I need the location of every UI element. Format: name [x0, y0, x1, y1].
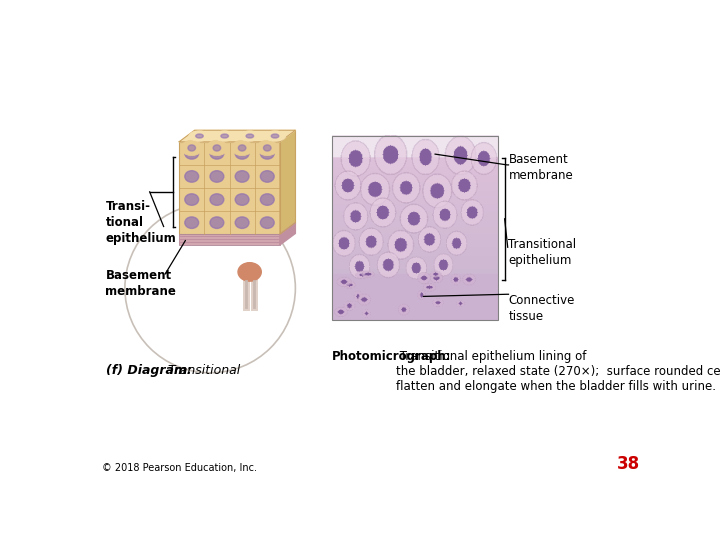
Text: Transitional
epithelium: Transitional epithelium	[508, 238, 577, 267]
Ellipse shape	[214, 131, 235, 141]
Ellipse shape	[261, 147, 274, 159]
Ellipse shape	[264, 145, 271, 151]
Ellipse shape	[235, 194, 249, 205]
FancyBboxPatch shape	[179, 142, 280, 234]
Ellipse shape	[235, 171, 249, 182]
Ellipse shape	[261, 171, 274, 182]
Ellipse shape	[231, 140, 253, 156]
Ellipse shape	[264, 131, 286, 141]
Ellipse shape	[271, 134, 279, 138]
Polygon shape	[280, 222, 295, 245]
Ellipse shape	[246, 134, 253, 138]
Text: Photomicrograph:: Photomicrograph:	[332, 350, 451, 363]
Polygon shape	[179, 130, 295, 142]
Text: Basement
membrane: Basement membrane	[508, 153, 573, 183]
Ellipse shape	[235, 217, 249, 228]
Ellipse shape	[235, 147, 249, 159]
Ellipse shape	[261, 194, 274, 205]
Ellipse shape	[261, 217, 274, 228]
Ellipse shape	[210, 171, 224, 182]
Text: Connective
tissue: Connective tissue	[508, 294, 575, 323]
Text: © 2018 Pearson Education, Inc.: © 2018 Pearson Education, Inc.	[102, 463, 256, 473]
Ellipse shape	[181, 140, 202, 156]
Ellipse shape	[238, 262, 261, 281]
Ellipse shape	[185, 217, 199, 228]
Ellipse shape	[238, 145, 246, 151]
FancyBboxPatch shape	[179, 234, 280, 245]
Text: Transitional epithelium lining of
the bladder, relaxed state (270×);  surface ro: Transitional epithelium lining of the bl…	[396, 350, 720, 393]
Ellipse shape	[221, 134, 228, 138]
Ellipse shape	[185, 194, 199, 205]
Ellipse shape	[210, 194, 224, 205]
Ellipse shape	[213, 145, 221, 151]
Text: Transitional: Transitional	[163, 363, 240, 376]
Ellipse shape	[210, 147, 224, 159]
Text: Basement
membrane: Basement membrane	[106, 269, 176, 298]
Ellipse shape	[189, 131, 210, 141]
Ellipse shape	[185, 171, 199, 182]
Ellipse shape	[185, 147, 199, 159]
Ellipse shape	[210, 217, 224, 228]
Text: (f) Diagram:: (f) Diagram:	[106, 363, 192, 376]
Text: 38: 38	[617, 455, 640, 473]
Ellipse shape	[188, 145, 196, 151]
Ellipse shape	[239, 131, 261, 141]
Ellipse shape	[196, 134, 203, 138]
Text: Transi-
tional
epithelium: Transi- tional epithelium	[106, 200, 176, 245]
Ellipse shape	[256, 140, 278, 156]
Ellipse shape	[206, 140, 228, 156]
Polygon shape	[280, 130, 295, 234]
